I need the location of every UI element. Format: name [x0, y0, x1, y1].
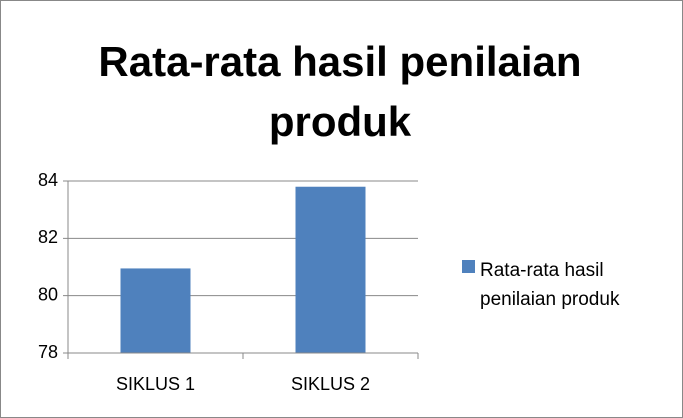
x-tick-label: SIKLUS 1 — [116, 374, 195, 394]
bar — [120, 268, 191, 353]
y-tick-label: 80 — [38, 284, 58, 304]
legend-swatch — [462, 260, 475, 273]
y-tick-label: 78 — [38, 342, 58, 362]
legend-label: Rata-rata hasil penilaian produk — [480, 260, 620, 310]
bar — [295, 186, 366, 353]
chart-title: Rata-rata hasil penilaian produk — [98, 38, 582, 145]
y-tick-label: 82 — [38, 227, 58, 247]
y-tick-label: 84 — [38, 170, 58, 190]
x-tick-label: SIKLUS 2 — [291, 374, 370, 394]
